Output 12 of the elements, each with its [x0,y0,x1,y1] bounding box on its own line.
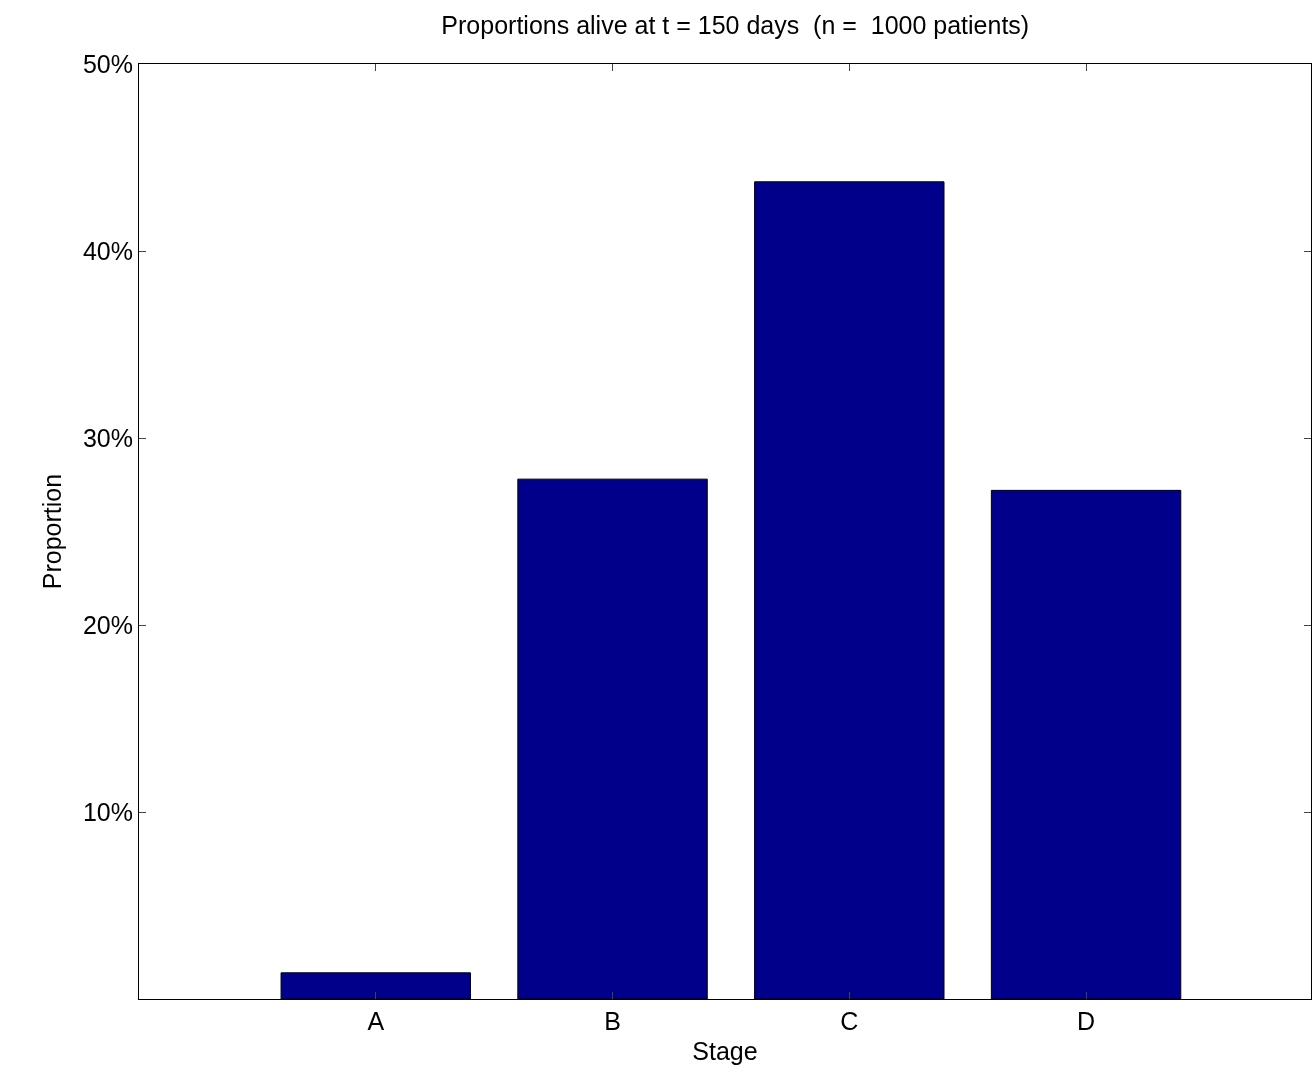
y-tick-label: 10% [82,797,133,826]
x-tick-label: C [840,1007,859,1035]
x-tick-label: B [604,1007,621,1035]
x-axis-title: Stage [692,1037,758,1065]
y-tick-label: 20% [82,610,133,639]
x-tick-label: A [367,1007,385,1035]
x-tick-label: D [1077,1007,1096,1035]
y-tick-label: 40% [82,236,133,265]
y-axis-title: Proportion [37,473,66,590]
y-tick-label: 50% [82,49,133,78]
y-tick-label: 30% [82,423,133,452]
chart-title: Proportions alive at t = 150 days (n = 1000 patients) [441,10,1030,39]
